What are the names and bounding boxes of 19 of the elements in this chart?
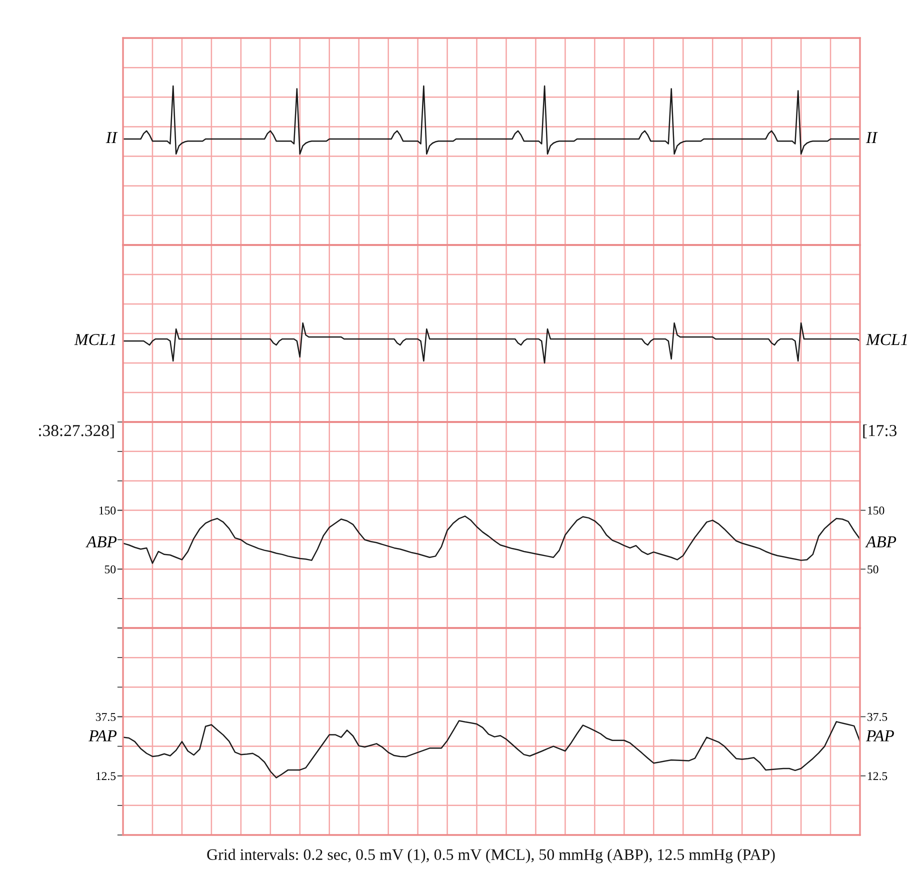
y2-tick-label: 37.5 — [868, 712, 888, 721]
y2-axis-title: PAP — [866, 730, 894, 742]
y2-tick-label: 50 — [868, 565, 878, 574]
y-axis-title: ABP — [86, 536, 117, 548]
y2-axis-title: ABP — [865, 536, 896, 548]
y2-tick-label: 12.5 — [868, 772, 888, 780]
y-axis-title: II — [106, 132, 118, 144]
y2-axis-title: MCL1 — [866, 334, 907, 346]
text: :38:27.328] — [39, 424, 114, 438]
y-tick-label: 150 — [99, 506, 116, 514]
y2-axis-title: II — [866, 132, 878, 144]
text: [17:3 — [863, 424, 897, 438]
text: Grid intervals: 0.2 sec, 0.5 mV (1), 0.5 mV (MCL), 50 mmHg (ABP), 12.5 mmHg (PAP) — [207, 848, 775, 864]
y-axis-title: MCL1 — [74, 334, 116, 346]
y-tick-label: 50 — [104, 565, 116, 574]
y-tick-label: 37.5 — [96, 712, 116, 721]
y2-tick-label: 150 — [868, 506, 884, 514]
y-tick-label: 12.5 — [96, 772, 116, 780]
y-axis-title: PAP — [88, 730, 117, 742]
